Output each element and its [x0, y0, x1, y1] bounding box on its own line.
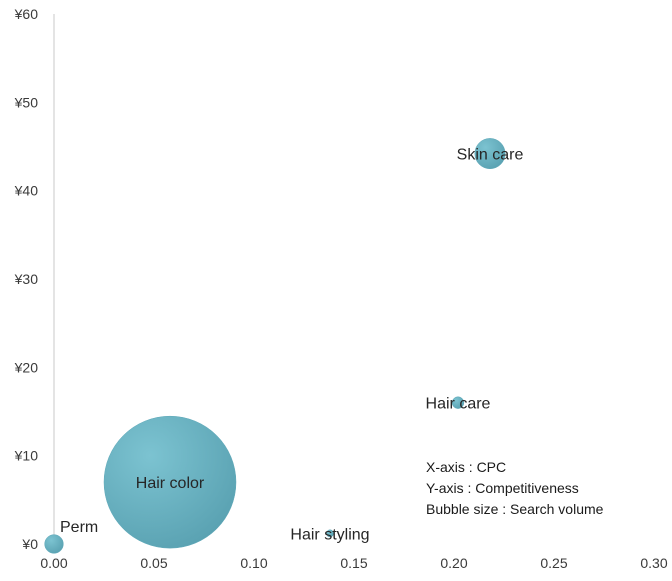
x-tick-label: 0.15	[340, 555, 367, 571]
bubble-label-hair-color: Hair color	[136, 475, 205, 492]
y-tick-label: ¥50	[14, 94, 39, 110]
bubble-skin-care[interactable]	[474, 138, 506, 170]
y-tick-label: ¥40	[14, 183, 39, 199]
x-tick-label: 0.05	[140, 555, 167, 571]
bubble-label-skin-care: Skin care	[457, 147, 524, 164]
x-tick-label: 0.10	[240, 555, 267, 571]
y-axis-ticks: ¥0 ¥10 ¥20 ¥30 ¥40 ¥50 ¥60	[14, 6, 39, 552]
y-tick-label: ¥0	[21, 536, 38, 552]
bubble-labels-layer: Perm Hair color Hair styling Hair care Skin …	[60, 147, 523, 544]
y-tick-label: ¥20	[14, 359, 39, 375]
y-tick-label: ¥30	[14, 271, 39, 287]
x-axis-ticks: 0.00 0.05 0.10 0.15 0.20 0.25 0.30	[40, 555, 667, 571]
bubble-label-hair-care: Hair care	[426, 396, 491, 413]
bubble-hair-styling[interactable]	[326, 529, 334, 538]
bubbles-layer	[44, 138, 506, 554]
axis-notes: X-axis : CPC Y-axis : Competitiveness Bubb…	[426, 459, 604, 517]
bubble-label-perm: Perm	[60, 519, 98, 536]
x-tick-label: 0.20	[440, 555, 467, 571]
bubble-perm[interactable]	[44, 534, 64, 554]
x-tick-label: 0.00	[40, 555, 67, 571]
bubble-hair-color[interactable]	[103, 415, 237, 549]
bubble-hair-care[interactable]	[451, 396, 465, 409]
x-tick-label: 0.30	[640, 555, 667, 571]
y-tick-label: ¥10	[14, 448, 39, 464]
y-tick-label: ¥60	[14, 6, 39, 22]
x-tick-label: 0.25	[540, 555, 567, 571]
axis-note: Y-axis : Competitiveness	[426, 480, 579, 496]
bubble-label-hair-styling: Hair styling	[290, 526, 369, 543]
axis-note: Bubble size : Search volume	[426, 501, 604, 517]
axis-note: X-axis : CPC	[426, 459, 506, 475]
